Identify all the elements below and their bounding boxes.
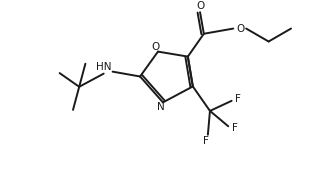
Text: F: F: [232, 123, 238, 133]
Text: F: F: [203, 136, 209, 146]
Text: O: O: [151, 42, 159, 52]
Text: O: O: [236, 24, 244, 33]
Text: F: F: [235, 94, 241, 104]
Text: N: N: [157, 102, 165, 112]
Text: HN: HN: [96, 62, 111, 72]
Text: O: O: [196, 1, 204, 11]
